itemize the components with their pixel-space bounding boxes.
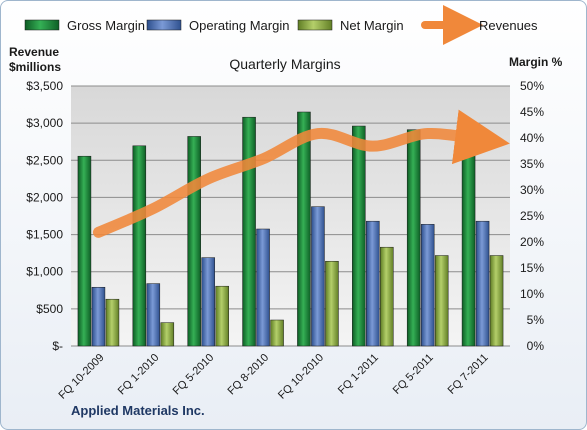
left-tick-label: $- xyxy=(52,339,63,353)
x-tick-label: FQ 5-2010 xyxy=(171,352,217,398)
operating-margin-bar xyxy=(475,220,490,347)
company-name: Applied Materials Inc. xyxy=(71,403,205,418)
net-margin-bar xyxy=(434,255,449,347)
gross-margin-bar xyxy=(187,136,201,347)
x-tick-label: FQ 10-2010 xyxy=(276,352,326,402)
net-margin-bar xyxy=(215,285,229,347)
right-tick-label: 15% xyxy=(520,261,544,275)
right-tick-label: 0% xyxy=(527,339,545,353)
x-tick-label: FQ 1-2010 xyxy=(116,352,162,398)
left-axis-ticks: $- $500 $1,000 $1,500 $2,000 $2,500 $3,000 $3,5… xyxy=(26,79,63,353)
left-axis-label-line2: $millions xyxy=(9,60,61,74)
bar-series xyxy=(77,111,504,347)
gross-margin-bar xyxy=(77,155,92,347)
right-tick-label: 40% xyxy=(520,131,544,145)
net-margin-bar xyxy=(160,322,175,347)
operating-margin-bar xyxy=(420,224,435,347)
left-tick-label: $2,500 xyxy=(26,153,63,167)
right-tick-label: 10% xyxy=(520,287,544,301)
legend-swatch xyxy=(146,19,182,31)
operating-margin-bar xyxy=(201,257,215,347)
legend-label: Revenues xyxy=(479,18,538,33)
gross-margin-bar xyxy=(297,111,311,347)
left-tick-label: $1,000 xyxy=(26,265,63,279)
operating-margin-bar xyxy=(311,206,325,347)
revenue-line xyxy=(92,109,510,238)
net-margin-bar xyxy=(325,260,339,347)
legend-swatch xyxy=(24,19,60,31)
right-tick-label: 45% xyxy=(520,105,544,119)
revenue-line-group xyxy=(92,109,510,238)
right-tick-label: 35% xyxy=(520,157,544,171)
net-margin-bar xyxy=(270,319,284,347)
gross-margin-bar xyxy=(242,116,256,347)
x-tick-label: FQ 10-2009 xyxy=(57,352,107,402)
left-tick-label: $2,000 xyxy=(26,190,63,204)
net-margin-bar xyxy=(105,298,120,347)
left-tick-label: $1,500 xyxy=(26,228,63,242)
operating-margin-bar xyxy=(146,283,161,347)
legend-swatch xyxy=(297,19,333,31)
right-tick-label: 50% xyxy=(520,79,544,93)
legend-label: Net Margin xyxy=(340,18,404,33)
x-axis-ticks: FQ 10-2009 FQ 1-2010 FQ 5-2010 FQ 8-2010 FQ … xyxy=(57,352,491,402)
gross-margin-bar xyxy=(461,124,476,347)
legend: Gross Margin Operating Margin Net Margin Re… xyxy=(24,5,538,45)
operating-margin-bar xyxy=(256,228,270,347)
gross-margin-bar xyxy=(406,129,421,347)
right-tick-label: 25% xyxy=(520,209,544,223)
x-tick-label: FQ 1-2011 xyxy=(336,352,381,397)
gross-margin-bar xyxy=(352,125,366,347)
right-tick-label: 20% xyxy=(520,235,544,249)
x-tick-label: FQ 5-2011 xyxy=(391,352,436,397)
left-tick-label: $3,000 xyxy=(26,116,63,130)
x-tick-label: FQ 7-2011 xyxy=(446,352,491,397)
right-tick-label: 30% xyxy=(520,183,544,197)
right-tick-label: 5% xyxy=(527,313,545,327)
left-tick-label: $3,500 xyxy=(26,79,63,93)
left-axis-label-line1: Revenue xyxy=(9,45,59,59)
right-axis-label: Margin % xyxy=(509,55,563,69)
chart-title: Quarterly Margins xyxy=(229,56,340,72)
left-tick-label: $500 xyxy=(36,302,63,316)
net-margin-bar xyxy=(380,246,394,347)
operating-margin-bar xyxy=(366,220,380,347)
gross-margin-bar xyxy=(132,145,147,347)
operating-margin-bar xyxy=(91,286,106,347)
legend-label: Operating Margin xyxy=(189,18,289,33)
x-tick-label: FQ 8-2010 xyxy=(226,352,272,398)
right-axis-ticks: 0% 5% 10% 15% 20% 25% 30% 35% 40% 45% 50% xyxy=(520,79,544,353)
legend-label: Gross Margin xyxy=(67,18,145,33)
net-margin-bar xyxy=(489,255,504,347)
